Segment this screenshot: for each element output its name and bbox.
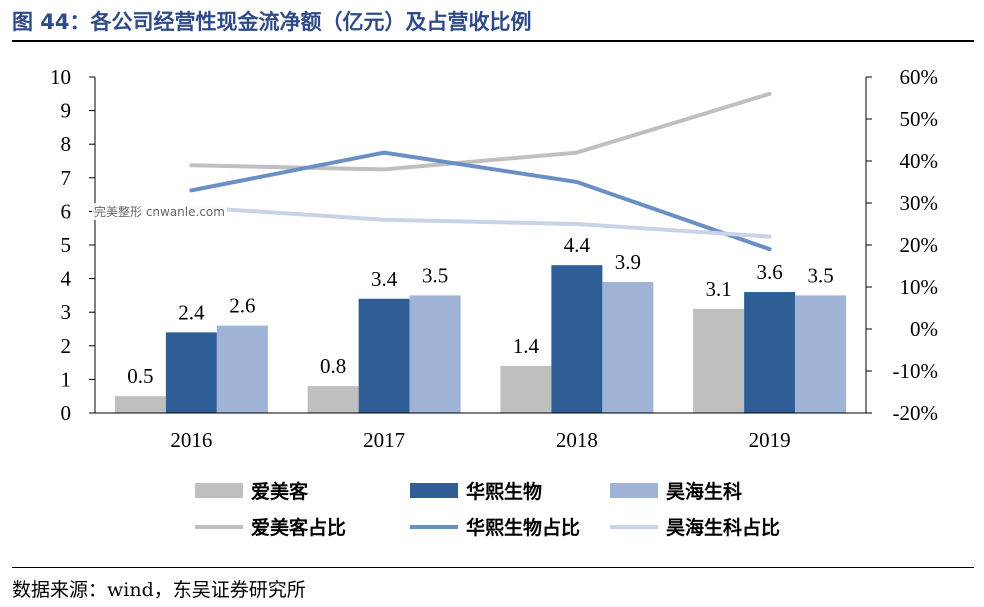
series-line bbox=[189, 91, 772, 172]
right-tick-label: 60% bbox=[900, 65, 939, 89]
right-tick-label: 0% bbox=[910, 317, 938, 341]
bar-data-label: 3.4 bbox=[371, 267, 398, 291]
left-tick-label: 2 bbox=[61, 334, 72, 358]
bar-data-label: 3.9 bbox=[615, 250, 641, 274]
right-axis-ticks: -20% -10% 0% 10% 20% 30% 40% 50% 60% bbox=[865, 65, 939, 425]
source-note: 数据来源：wind，东吴证券研究所 bbox=[12, 579, 306, 601]
title-rule bbox=[12, 40, 974, 42]
bar bbox=[551, 265, 603, 413]
left-tick-label: 4 bbox=[61, 267, 72, 291]
left-tick-label: 9 bbox=[61, 99, 72, 123]
bar bbox=[409, 295, 461, 413]
bar bbox=[602, 281, 654, 413]
legend-label: 爱美客 bbox=[251, 480, 309, 503]
bar bbox=[114, 396, 166, 413]
bar bbox=[693, 308, 745, 413]
left-tick-label: 6 bbox=[61, 199, 72, 223]
left-tick-label: 7 bbox=[61, 166, 72, 190]
right-tick-label: 50% bbox=[900, 107, 939, 131]
left-axis-ticks: 0 1 2 3 4 5 6 7 8 9 10 bbox=[50, 65, 96, 425]
line-series bbox=[189, 91, 772, 252]
bar-data-label: 3.6 bbox=[757, 260, 783, 284]
bar bbox=[500, 365, 552, 413]
x-tick-label: 2017 bbox=[363, 428, 405, 452]
x-axis-ticks: 2016 2017 2018 2019 bbox=[170, 428, 790, 452]
bar bbox=[307, 386, 359, 413]
legend-label: 爱美客占比 bbox=[251, 516, 346, 539]
legend-label: 昊海生科占比 bbox=[666, 516, 780, 539]
bar-data-label: 1.4 bbox=[513, 334, 540, 358]
bar-series bbox=[114, 265, 847, 413]
legend-swatch-bar bbox=[410, 483, 458, 498]
bar-data-label: 3.1 bbox=[706, 277, 732, 301]
bar bbox=[744, 292, 796, 413]
legend-swatch-bar bbox=[195, 483, 243, 498]
bar-data-label: 0.8 bbox=[320, 354, 346, 378]
left-tick-label: 5 bbox=[61, 233, 72, 257]
right-tick-label: 20% bbox=[900, 233, 939, 257]
legend-label: 华熙生物占比 bbox=[466, 516, 580, 539]
x-tick-label: 2016 bbox=[170, 428, 212, 452]
left-tick-label: 1 bbox=[61, 367, 72, 391]
bar-data-label: 3.5 bbox=[422, 263, 448, 287]
left-tick-label: 8 bbox=[61, 132, 72, 156]
right-tick-label: -20% bbox=[893, 401, 939, 425]
bar bbox=[358, 298, 410, 413]
bar-data-label: 3.5 bbox=[808, 263, 834, 287]
left-tick-label: 10 bbox=[50, 65, 71, 89]
right-tick-label: 30% bbox=[900, 191, 939, 215]
bar-data-label: 2.4 bbox=[178, 300, 205, 324]
page-title: 图 44：各公司经营性现金流净额（亿元）及占营收比例 bbox=[12, 10, 532, 34]
legend-label: 昊海生科 bbox=[666, 480, 742, 503]
left-tick-label: 3 bbox=[61, 300, 72, 324]
legend-swatch-bar bbox=[610, 483, 658, 498]
right-tick-label: 10% bbox=[900, 275, 939, 299]
bar bbox=[165, 332, 217, 413]
bar-data-label: 4.4 bbox=[564, 233, 591, 257]
bar bbox=[216, 325, 268, 413]
legend-label: 华熙生物 bbox=[466, 480, 542, 503]
bar-data-label: 2.6 bbox=[229, 294, 255, 318]
x-tick-label: 2018 bbox=[556, 428, 598, 452]
series-line bbox=[189, 205, 772, 239]
footer-rule bbox=[12, 567, 974, 568]
bar-data-label: 0.5 bbox=[127, 364, 153, 388]
left-tick-label: 0 bbox=[61, 401, 72, 425]
bar-data-labels: 0.5 0.8 1.4 3.1 2.4 3.4 4.4 3.6 2.6 3.5 3.9 3.5 bbox=[127, 233, 834, 388]
chart: 0 1 2 3 4 5 6 7 8 9 10 -20% -10% 0% 10% 20% 30% 40% 50% 60… bbox=[50, 65, 939, 539]
watermark: 完美整形 cnwanle.com bbox=[92, 203, 227, 220]
bar bbox=[795, 295, 847, 413]
x-tick-label: 2019 bbox=[749, 428, 791, 452]
series-line bbox=[189, 150, 772, 252]
right-tick-label: 40% bbox=[900, 149, 939, 173]
right-tick-label: -10% bbox=[893, 359, 939, 383]
